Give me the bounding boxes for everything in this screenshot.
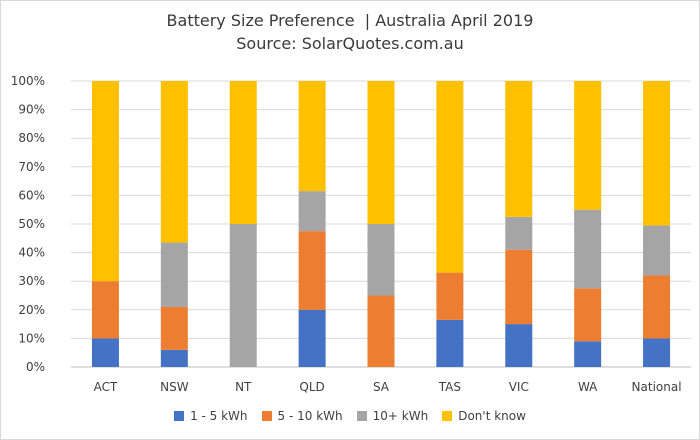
- legend-label: 10+ kWh: [372, 409, 429, 423]
- bar-segment-nt-series-3: [229, 81, 257, 224]
- chart-legend: 1 - 5 kWh 5 - 10 kWh 10+ kWh Don't know: [1, 409, 699, 423]
- bar-segment-vic-series-0: [505, 324, 533, 367]
- bar-segment-wa-series-2: [574, 209, 602, 289]
- y-tick-label: 90%: [18, 103, 45, 117]
- bar-segment-national-series-1: [643, 275, 671, 339]
- bar-segment-wa-series-3: [574, 81, 602, 210]
- legend-swatch: [356, 411, 367, 421]
- y-tick-label: 80%: [18, 131, 45, 145]
- legend-label: 5 - 10 kWh: [277, 409, 343, 423]
- legend-swatch: [174, 411, 185, 421]
- bar-segment-sa-series-1: [367, 295, 395, 367]
- bar-segment-act-series-1: [91, 281, 119, 339]
- legend-item-0: 1 - 5 kWh: [174, 409, 248, 423]
- y-tick-label: 10%: [18, 331, 45, 345]
- chart-title: Battery Size Preference | Australia Apri…: [1, 9, 699, 55]
- x-tick-label-vic: VIC: [509, 380, 529, 394]
- legend-label: Don't know: [458, 409, 526, 423]
- x-tick-label-wa: WA: [578, 380, 598, 394]
- chart-subtitle-text: Source: SolarQuotes.com.au: [236, 34, 464, 53]
- y-tick-label: 0%: [26, 360, 45, 374]
- y-tick-label: 100%: [11, 74, 45, 88]
- bar-segment-vic-series-2: [505, 216, 533, 250]
- legend-label: 1 - 5 kWh: [190, 409, 248, 423]
- bar-segment-wa-series-0: [574, 341, 602, 367]
- y-tick-label: 40%: [18, 246, 45, 260]
- y-tick-label: 50%: [18, 217, 45, 231]
- y-tick-label: 30%: [18, 274, 45, 288]
- bar-segment-qld-series-3: [298, 81, 326, 192]
- chart-title-text: Battery Size Preference | Australia Apri…: [166, 11, 534, 30]
- bar-segment-qld-series-2: [298, 191, 326, 232]
- legend-item-1: 5 - 10 kWh: [261, 409, 343, 423]
- x-tick-label-tas: TAS: [438, 380, 461, 394]
- bar-segment-nt-series-2: [229, 224, 257, 367]
- x-tick-label-qld: QLD: [299, 380, 324, 394]
- legend-swatch: [442, 411, 453, 421]
- bar-segment-tas-series-3: [436, 81, 464, 273]
- bar-segment-act-series-0: [91, 338, 119, 367]
- bar-segment-nsw-series-3: [160, 81, 188, 243]
- bar-segment-wa-series-1: [574, 288, 602, 342]
- bar-segment-act-series-3: [91, 81, 119, 282]
- bar-segment-qld-series-0: [298, 309, 326, 367]
- legend-item-2: 10+ kWh: [356, 409, 429, 423]
- bar-segment-nsw-series-1: [160, 306, 188, 350]
- bar-segment-tas-series-0: [436, 319, 464, 367]
- bar-segment-national-series-3: [643, 81, 671, 226]
- bar-segment-sa-series-3: [367, 81, 395, 224]
- bar-segment-tas-series-1: [436, 272, 464, 320]
- bar-segment-vic-series-3: [505, 81, 533, 217]
- y-tick-label: 60%: [18, 188, 45, 202]
- bar-segment-qld-series-1: [298, 231, 326, 310]
- y-tick-label: 70%: [18, 160, 45, 174]
- bar-segment-vic-series-1: [505, 249, 533, 325]
- y-tick-label: 20%: [18, 303, 45, 317]
- x-tick-label-nsw: NSW: [160, 380, 189, 394]
- x-tick-label-nt: NT: [235, 380, 252, 394]
- legend-swatch: [261, 411, 272, 421]
- x-tick-label-national: National: [632, 380, 682, 394]
- bar-segment-nsw-series-2: [160, 242, 188, 307]
- bar-segment-nsw-series-0: [160, 349, 188, 367]
- legend-item-3: Don't know: [442, 409, 526, 423]
- bar-segment-national-series-0: [643, 338, 671, 367]
- bar-segment-national-series-2: [643, 225, 671, 276]
- x-tick-label-sa: SA: [373, 380, 390, 394]
- bar-segment-sa-series-2: [367, 224, 395, 296]
- x-tick-label-act: ACT: [94, 380, 118, 394]
